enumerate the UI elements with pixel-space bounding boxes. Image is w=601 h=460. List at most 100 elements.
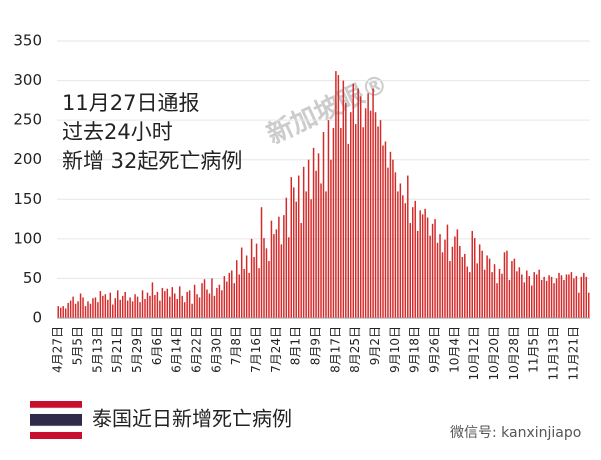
bar xyxy=(340,128,342,318)
bar xyxy=(77,301,79,318)
bar xyxy=(478,244,481,318)
bar xyxy=(263,238,265,318)
bar xyxy=(146,292,149,318)
bar xyxy=(483,269,486,318)
bar xyxy=(280,244,283,318)
y-tick-label: 0 xyxy=(32,309,42,327)
bar xyxy=(159,300,161,318)
bar xyxy=(253,257,255,318)
bar xyxy=(555,278,558,318)
bar xyxy=(384,141,387,318)
plot-area: 0 50 100 150 200 250 300 350 4月27日 5月5日 5月13日 5月21日… xyxy=(13,32,590,381)
bar xyxy=(295,201,297,318)
bar xyxy=(109,292,112,318)
y-tick-label: 50 xyxy=(23,269,42,287)
bar xyxy=(87,301,89,318)
bar xyxy=(563,280,565,318)
bar xyxy=(459,245,461,318)
bar xyxy=(466,266,469,318)
bar xyxy=(166,288,169,318)
bar xyxy=(357,88,359,318)
bar xyxy=(535,274,538,318)
bar xyxy=(362,127,364,318)
bar xyxy=(550,276,553,318)
bar xyxy=(416,230,419,318)
bar xyxy=(528,276,531,318)
bar xyxy=(134,294,136,318)
bar xyxy=(297,175,300,318)
bar xyxy=(511,261,513,318)
bar xyxy=(114,298,117,318)
bar xyxy=(451,246,454,318)
bar xyxy=(481,250,483,318)
x-tick-label: 9月10日 xyxy=(388,326,402,373)
x-tick-label: 4月27日 xyxy=(51,326,65,373)
legend-label: 泰国近日新增死亡病例 xyxy=(92,407,292,431)
bar xyxy=(310,199,312,318)
bar xyxy=(573,278,575,318)
x-tick-label: 8月25日 xyxy=(348,326,362,373)
bar xyxy=(193,284,196,318)
bar xyxy=(64,308,67,318)
bar xyxy=(469,272,471,318)
x-tick-label: 11月5日 xyxy=(527,326,541,373)
bar xyxy=(476,263,478,318)
bar xyxy=(498,268,501,318)
bar xyxy=(94,297,97,318)
bar xyxy=(548,275,550,318)
bar xyxy=(141,290,144,318)
bar xyxy=(491,272,493,318)
bar xyxy=(543,276,545,318)
bar xyxy=(518,267,521,318)
bar xyxy=(506,250,508,318)
bar xyxy=(402,195,404,318)
bar xyxy=(412,207,414,318)
bar xyxy=(126,300,129,318)
x-tick-label: 10月20日 xyxy=(487,326,501,381)
bar xyxy=(553,283,555,318)
bar xyxy=(131,301,134,318)
bar xyxy=(444,239,446,318)
bar xyxy=(191,303,193,318)
x-tick-label: 6月30日 xyxy=(209,326,223,373)
bar xyxy=(570,272,573,318)
bar xyxy=(174,293,176,318)
bar xyxy=(369,110,372,318)
x-tick-label: 5月21日 xyxy=(110,326,124,373)
annotation: 新增 32起死亡病例 xyxy=(62,149,242,173)
bar xyxy=(307,159,310,318)
bar xyxy=(250,238,253,318)
bar xyxy=(367,93,369,318)
bar xyxy=(57,306,59,318)
bar xyxy=(104,294,107,318)
bar xyxy=(92,298,94,318)
bar xyxy=(397,191,399,318)
bar xyxy=(265,248,268,318)
bar xyxy=(112,304,114,318)
bar xyxy=(345,102,347,318)
bar xyxy=(119,299,121,318)
bar xyxy=(315,170,317,318)
bar xyxy=(377,126,379,318)
bar xyxy=(578,292,580,318)
bar xyxy=(62,306,64,318)
bar xyxy=(580,276,583,318)
x-tick-label: 6月14日 xyxy=(170,326,184,373)
bar xyxy=(288,237,290,318)
bar xyxy=(240,247,243,318)
bar xyxy=(116,290,119,318)
y-tick-label: 100 xyxy=(13,229,42,247)
x-tick-label: 8月17日 xyxy=(328,326,342,373)
bar xyxy=(523,282,526,318)
bar xyxy=(350,112,352,318)
bar xyxy=(223,276,226,318)
bar xyxy=(568,274,570,318)
bar xyxy=(285,197,288,318)
bar xyxy=(394,172,397,318)
bar xyxy=(144,299,146,318)
bar xyxy=(245,255,248,318)
bar xyxy=(409,223,412,318)
bar xyxy=(216,287,218,318)
bar xyxy=(372,88,374,318)
bar xyxy=(424,208,426,318)
